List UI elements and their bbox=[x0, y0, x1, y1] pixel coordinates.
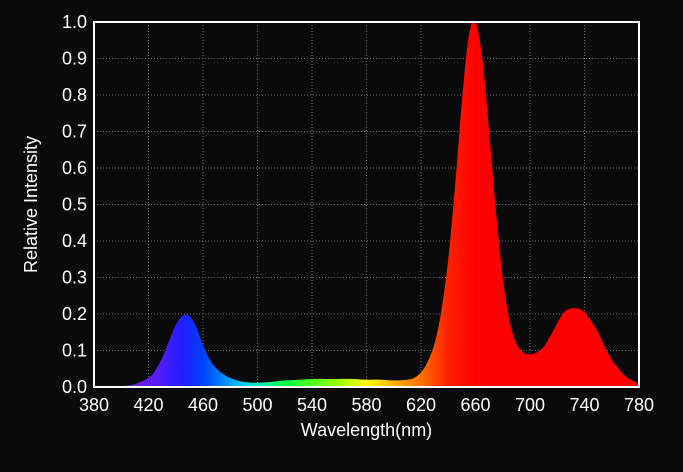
x-tick-label: 660 bbox=[460, 395, 490, 415]
y-tick-label: 0.1 bbox=[62, 341, 87, 361]
y-axis-title: Relative Intensity bbox=[21, 136, 41, 273]
x-tick-label: 780 bbox=[624, 395, 654, 415]
x-tick-label: 620 bbox=[406, 395, 436, 415]
y-tick-label: 0.3 bbox=[62, 268, 87, 288]
x-tick-label: 740 bbox=[569, 395, 599, 415]
x-tick-label: 460 bbox=[188, 395, 218, 415]
plot-frame bbox=[93, 21, 640, 388]
x-tick-label: 700 bbox=[515, 395, 545, 415]
x-tick-label: 540 bbox=[297, 395, 327, 415]
tick-labels: 380 420 460 500 540 580 620 660 700 740 780 0.0 0.1 0… bbox=[62, 12, 654, 415]
x-tick-label: 420 bbox=[133, 395, 163, 415]
y-tick-label: 0.4 bbox=[62, 231, 87, 251]
y-tick-label: 0.0 bbox=[62, 377, 87, 397]
y-tick-label: 0.7 bbox=[62, 122, 87, 142]
x-axis-title: Wavelength(nm) bbox=[301, 420, 432, 440]
y-tick-label: 0.8 bbox=[62, 85, 87, 105]
x-tick-label: 500 bbox=[242, 395, 272, 415]
y-tick-label: 0.2 bbox=[62, 304, 87, 324]
y-tick-label: 1.0 bbox=[62, 12, 87, 32]
x-tick-label: 580 bbox=[351, 395, 381, 415]
y-tick-label: 0.6 bbox=[62, 158, 87, 178]
y-tick-label: 0.5 bbox=[62, 195, 87, 215]
spectrum-area bbox=[94, 20, 639, 387]
y-tick-label: 0.9 bbox=[62, 49, 87, 69]
x-tick-label: 380 bbox=[79, 395, 109, 415]
